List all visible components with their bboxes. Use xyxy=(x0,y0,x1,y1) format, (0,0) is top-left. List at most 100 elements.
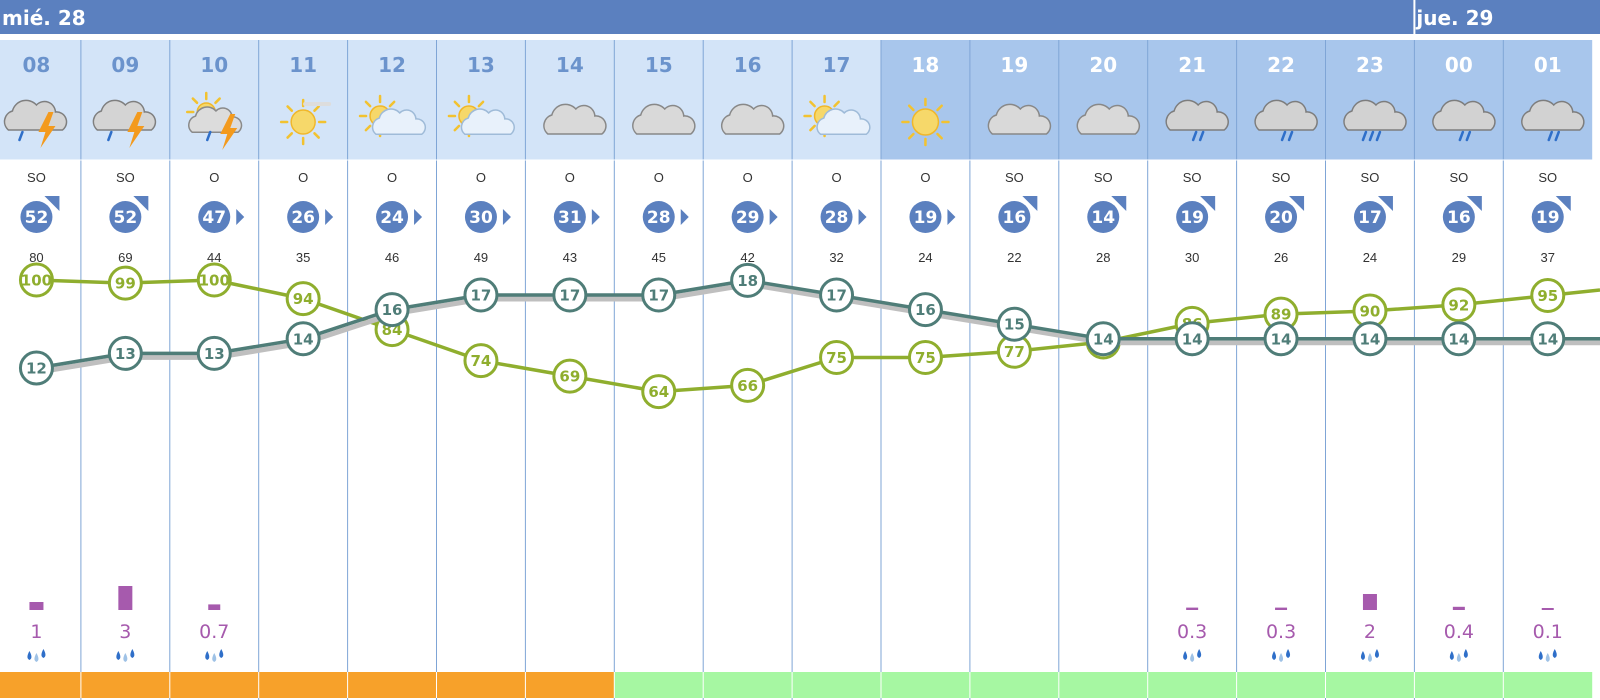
warning-level-cell xyxy=(614,672,704,698)
wind-direction-label: O xyxy=(654,170,664,185)
column-header-bg xyxy=(80,40,170,160)
wind-arrow-east xyxy=(414,209,423,225)
temperature-point xyxy=(374,292,410,328)
warning-level-cell xyxy=(1147,672,1237,698)
rain-drops-icon xyxy=(1183,649,1202,662)
humidity-point xyxy=(907,340,943,375)
day-label: jue. 29 xyxy=(1415,6,1493,30)
hour-label: 15 xyxy=(645,53,673,77)
humidity-point xyxy=(107,265,143,301)
wind-speed-disc xyxy=(642,201,675,233)
warning-level-cell xyxy=(792,672,881,698)
weather-icon-sun xyxy=(901,97,950,147)
temperature-point xyxy=(1174,321,1210,357)
rain-drop-glyph xyxy=(1552,649,1557,658)
column-header-bg xyxy=(525,40,615,160)
rain-drop xyxy=(1280,130,1287,142)
cloud-shape xyxy=(92,99,157,131)
wind-arrow-east xyxy=(591,209,600,225)
temperature-point xyxy=(463,277,499,313)
temperature-point-label: 14 xyxy=(1182,330,1203,348)
column-header-bg xyxy=(169,40,259,160)
sun-ray xyxy=(388,100,396,108)
hour-label: 20 xyxy=(1089,53,1117,77)
hour-label: 14 xyxy=(556,53,584,77)
day-bar-layer: mié. 28 jue. 29 xyxy=(0,0,1600,40)
series-lines-layer: 1009910094847469646675757780868990929512… xyxy=(18,262,1600,410)
sun-ray xyxy=(214,97,221,105)
precipitation-bar xyxy=(1186,607,1199,610)
cloud-shape xyxy=(1343,99,1407,131)
wind-gust-label: 29 xyxy=(1452,250,1466,265)
wind-arrow-east xyxy=(769,209,778,225)
hour-label: 16 xyxy=(734,53,762,77)
warning-level-cell xyxy=(703,672,793,698)
wind-speed-label: 28 xyxy=(647,208,671,228)
cloud-shape xyxy=(371,108,427,135)
precipitation-bar xyxy=(118,586,133,610)
warning-level-cell xyxy=(1414,672,1504,698)
wind-gust-label: 49 xyxy=(474,250,488,265)
temperature-point xyxy=(641,277,677,313)
cloud-shape xyxy=(543,103,607,135)
wind-speed-disc xyxy=(1531,201,1564,233)
wind-speed-disc xyxy=(820,201,853,233)
temperature-point-label: 14 xyxy=(1448,330,1469,348)
warning-level-cell xyxy=(169,672,259,698)
temperature-point-label: 17 xyxy=(648,287,669,305)
sun-ray xyxy=(286,132,294,139)
warning-level-cell xyxy=(436,672,526,698)
weather-icon-sun-cloud xyxy=(358,94,427,138)
humidity-point xyxy=(819,340,855,375)
humidity-point-label: 77 xyxy=(1004,343,1025,361)
precipitation-label: 0.3 xyxy=(1177,621,1207,643)
lightning-bolt xyxy=(38,112,56,148)
wind-direction-label: SO xyxy=(116,170,135,185)
column-header-bg xyxy=(614,40,704,160)
cloud-shape xyxy=(1076,103,1141,135)
temperature-point-label: 13 xyxy=(115,345,136,363)
temperature-point xyxy=(907,292,943,328)
wind-speed-disc xyxy=(1176,201,1209,233)
rain-drop xyxy=(1198,130,1205,142)
wind-direction-label: O xyxy=(743,170,753,185)
warning-level-cell xyxy=(1325,672,1415,698)
sun-ray xyxy=(907,132,915,140)
humidity-point xyxy=(285,281,321,317)
precipitation-label: 3 xyxy=(119,621,131,643)
sun-ray xyxy=(809,100,816,108)
wind-speed-label: 14 xyxy=(1091,208,1115,228)
rain-drop-glyph xyxy=(41,649,46,658)
column-header-bg xyxy=(792,40,881,160)
weather-icon-sun-cloud xyxy=(447,94,515,138)
wind-arrow-northeast xyxy=(1111,196,1127,211)
temperature-point-label: 17 xyxy=(471,287,492,305)
wind-speed-label: 52 xyxy=(25,208,49,228)
column-header-bg xyxy=(969,40,1059,160)
wind-direction-label: SO xyxy=(1449,170,1468,185)
wind-speed-disc xyxy=(1442,201,1475,233)
wind-speed-label: 52 xyxy=(114,208,138,228)
wind-speed-label: 16 xyxy=(1003,208,1027,228)
wind-gust-label: 43 xyxy=(563,250,577,265)
rain-drop-glyph xyxy=(1190,653,1195,662)
humidity-point-label: 95 xyxy=(1537,287,1558,305)
temperature-point-label: 18 xyxy=(737,272,758,290)
wind-direction-label: O xyxy=(831,170,841,185)
rain-drop-glyph xyxy=(212,653,217,662)
warning-level-cell xyxy=(881,672,970,698)
column-header-bg xyxy=(0,40,81,160)
rain-drops-icon xyxy=(205,649,224,662)
wind-gust-label: 24 xyxy=(1363,250,1377,265)
cloud-shape xyxy=(1254,99,1318,131)
hour-label: 23 xyxy=(1356,53,1384,77)
precipitation-label: 1 xyxy=(30,621,42,643)
wind-speed-label: 26 xyxy=(291,208,315,228)
temperature-point xyxy=(107,335,143,371)
cloud-shape xyxy=(1521,99,1585,131)
weather-icon-cloud xyxy=(1076,103,1141,135)
precipitation-label: 0.3 xyxy=(1266,621,1296,643)
wind-direction-label: O xyxy=(209,170,219,185)
cloud-shape xyxy=(1165,99,1229,131)
